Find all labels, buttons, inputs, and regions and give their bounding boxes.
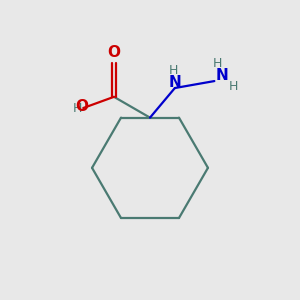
Text: H: H xyxy=(72,101,82,115)
Text: N: N xyxy=(216,68,229,82)
Text: O: O xyxy=(107,45,121,60)
Text: H: H xyxy=(213,57,223,70)
Text: O: O xyxy=(75,99,88,114)
Text: H: H xyxy=(229,80,238,93)
Text: N: N xyxy=(169,74,181,89)
Text: H: H xyxy=(169,64,178,77)
